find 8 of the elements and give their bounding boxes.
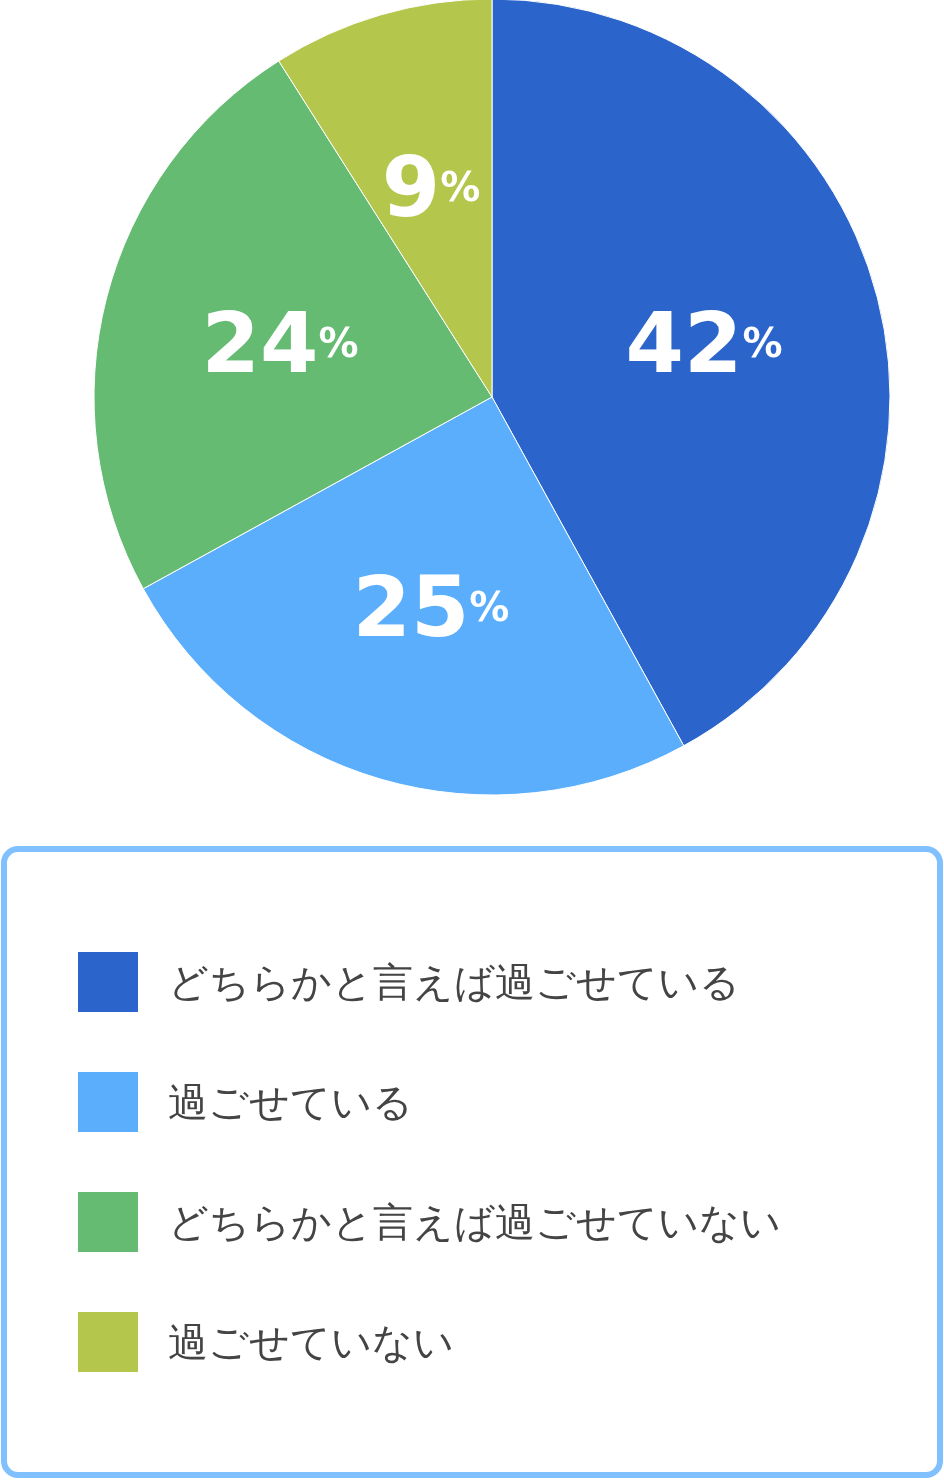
legend-label: 過ごせていない [168, 1319, 454, 1365]
data-label: 24% [201, 293, 359, 392]
data-label: 42% [625, 293, 783, 392]
legend-label: 過ごせている [168, 1079, 413, 1125]
data-label: 25% [352, 558, 510, 657]
legend-label: どちらかと言えば過ごせている [168, 959, 740, 1005]
legend-label: どちらかと言えば過ごせていない [168, 1199, 781, 1245]
data-label: 9% [381, 137, 481, 236]
